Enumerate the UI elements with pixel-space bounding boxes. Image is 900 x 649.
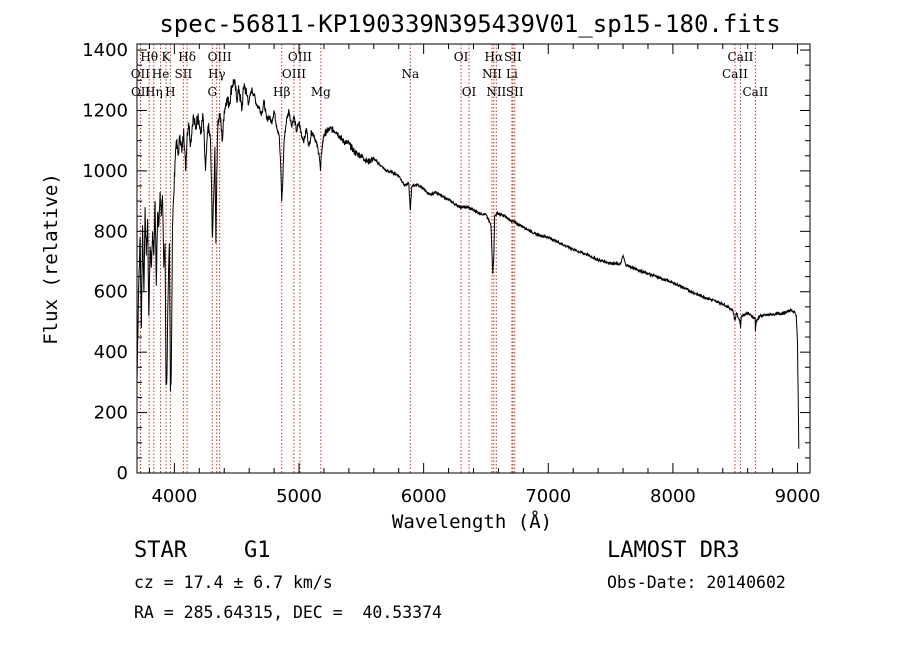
y-tick-label-1200: 1200: [82, 100, 128, 121]
line-label-19: Hα: [485, 50, 504, 64]
line-label-12: Hβ: [273, 85, 290, 99]
y-tick-label-0: 0: [117, 463, 128, 484]
coordinates: RA = 285.64315, DEC = 40.53374: [134, 603, 442, 622]
x-axis-label: Wavelength (Å): [392, 510, 552, 533]
line-label-17: OI: [454, 50, 469, 64]
line-label-3: He: [152, 67, 170, 81]
y-tick-label-1400: 1400: [82, 40, 128, 61]
object-subclass: G1: [244, 538, 271, 563]
observation-date: Obs-Date: 20140602: [607, 573, 786, 592]
chart-title: spec-56811-KP190339N395439V01_sp15-180.f…: [159, 10, 780, 38]
line-label-10: Hγ: [208, 67, 226, 81]
line-label-5: K: [162, 50, 172, 64]
line-label-15: Mg: [311, 85, 331, 99]
line-label-20: NII: [482, 67, 502, 81]
line-label-7: SII: [175, 67, 193, 81]
y-tick-label-800: 800: [94, 221, 128, 242]
line-label-1: OII: [131, 67, 151, 81]
x-tick-label-9000: 9000: [775, 486, 821, 507]
line-label-22: SII: [504, 50, 522, 64]
x-tick-label-6000: 6000: [401, 486, 447, 507]
line-marker-group: [139, 44, 756, 473]
x-axis-ticks: 4000 5000 6000 7000 8000 9000: [148, 44, 821, 507]
line-label-24: SII: [506, 85, 524, 99]
y-tick-label-1000: 1000: [82, 161, 128, 182]
y-tick-label-600: 600: [94, 282, 128, 303]
line-label-11: G: [207, 85, 217, 99]
x-tick-label-8000: 8000: [650, 486, 696, 507]
line-label-14: OIII: [288, 50, 312, 64]
line-label-25: CaII: [728, 50, 754, 64]
line-label-4: Hη: [145, 85, 163, 99]
y-axis-label: Flux (relative): [40, 173, 62, 345]
y-tick-label-200: 200: [94, 403, 128, 424]
plot-frame: [136, 43, 811, 474]
y-axis-ticks: 0 200 400 600 800 1000 1200 1400: [82, 40, 810, 484]
line-label-6: H: [165, 85, 175, 99]
line-label-23: Li: [506, 67, 518, 81]
line-label-0: Hθ: [140, 50, 158, 64]
line-label-21: NII: [486, 85, 506, 99]
redshift-info: cz = 17.4 ± 6.7 km/s: [134, 573, 333, 592]
line-label-26: CaII: [722, 67, 748, 81]
line-label-13: OIII: [282, 67, 306, 81]
x-tick-label-7000: 7000: [525, 486, 571, 507]
survey-name: LAMOST DR3: [607, 538, 740, 563]
line-label-27: CaII: [742, 85, 768, 99]
x-tick-label-5000: 5000: [276, 486, 322, 507]
line-label-16: Na: [401, 67, 419, 81]
object-class: STAR: [134, 538, 187, 563]
line-label-18: OI: [462, 85, 477, 99]
x-tick-label-4000: 4000: [151, 486, 197, 507]
flux-series-line: [136, 78, 800, 449]
line-label-2: OII: [131, 85, 151, 99]
y-tick-label-400: 400: [94, 342, 128, 363]
line-label-9: OIII: [208, 50, 232, 64]
line-label-8: Hδ: [178, 50, 196, 64]
